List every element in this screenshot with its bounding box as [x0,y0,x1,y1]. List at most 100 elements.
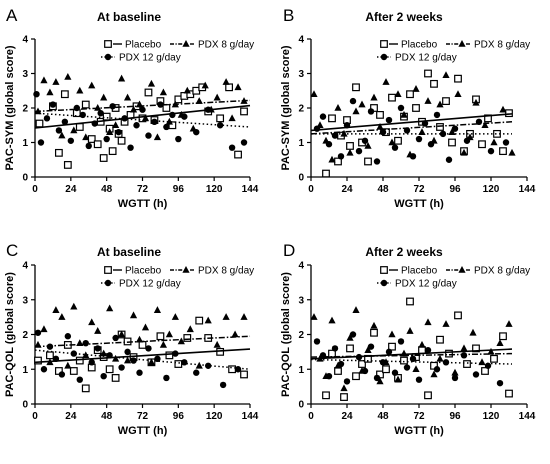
data-point [147,358,156,366]
data-point [183,334,192,342]
data-point [346,142,354,150]
data-point [418,340,426,348]
data-point [81,384,90,393]
series-triangle [310,306,513,392]
data-point [99,154,108,162]
data-point [499,332,507,341]
data-point [82,339,89,347]
y-tick-label: 2 [22,104,28,115]
x-axis-title: WGTT (h) [394,425,444,437]
data-point [213,340,221,348]
data-point [76,86,84,94]
data-point [415,135,423,143]
data-point [175,135,182,143]
data-point [228,144,236,151]
data-point [412,85,420,92]
legend-marker [380,40,388,48]
data-point [370,328,378,337]
data-point [385,348,393,356]
data-point [406,297,414,306]
data-point [436,335,444,344]
data-point [472,371,480,378]
y-tick-label: 1 [22,365,28,376]
data-point [204,316,212,324]
data-point [108,147,117,156]
data-point [481,367,489,375]
legend-marker [458,266,466,273]
data-point [319,113,327,120]
trend-line [34,348,251,364]
data-point [216,114,225,123]
data-point [144,88,153,97]
data-point [40,366,48,373]
chart-panel-a: A At baseline 0 1 2 3 4 0 24 48 72 96 120 144 WGTT (h)… [4,6,259,210]
data-point [162,104,171,112]
data-point [165,351,174,360]
data-point [463,137,471,144]
data-point [331,345,339,352]
data-point [193,369,200,376]
y-tick-label: 1 [298,138,304,149]
data-point [331,132,339,139]
data-point [40,325,48,333]
y-axis-title: PAC-SYM (global score) [4,45,16,170]
x-tick-label: 120 [483,184,500,195]
data-point [97,109,104,117]
data-point [442,97,450,106]
data-point [370,321,378,329]
data-point [67,137,75,144]
data-point [505,320,513,327]
data-point [100,373,107,380]
x-tick-label: 0 [32,184,38,195]
legend-marker [104,266,112,274]
data-point [376,377,384,385]
data-point [112,121,120,129]
data-point [153,306,162,313]
data-point [46,351,54,360]
y-tick-label: 0 [22,400,28,411]
data-point [505,109,513,118]
data-point [424,69,432,78]
data-point [240,139,248,146]
data-point [499,147,507,156]
data-point [391,144,399,151]
data-point [397,104,405,112]
data-point [231,330,239,338]
data-point [409,153,417,160]
legend-label: PDX 12 g/day [395,53,457,64]
x-tick-label: 120 [483,411,500,422]
data-point [165,117,173,125]
data-point [454,74,462,83]
data-point [201,81,209,89]
y-tick-label: 4 [22,261,28,272]
data-point [75,356,84,365]
panel-letter: D [283,241,295,260]
data-point [94,327,102,334]
data-point [174,360,183,368]
data-point [334,104,342,111]
series-triangle [310,71,516,163]
data-point [112,354,120,362]
data-point [322,391,330,400]
trend-line [310,358,513,365]
trend-line [310,121,513,135]
data-point [100,93,108,101]
data-point [93,140,102,149]
data-point [433,366,441,373]
data-point [454,311,462,320]
data-point [391,369,399,376]
legend-label: PDX 12 g/day [395,279,457,290]
data-point [499,105,507,113]
data-point [310,313,318,320]
data-point [385,116,393,124]
data-point [364,157,372,166]
data-point [35,119,44,128]
x-tick-label: 120 [206,184,223,195]
data-point [157,101,164,108]
data-point [159,340,168,348]
data-point [37,139,45,146]
y-tick-label: 3 [298,69,304,80]
data-point [228,365,236,374]
data-point [85,142,92,150]
